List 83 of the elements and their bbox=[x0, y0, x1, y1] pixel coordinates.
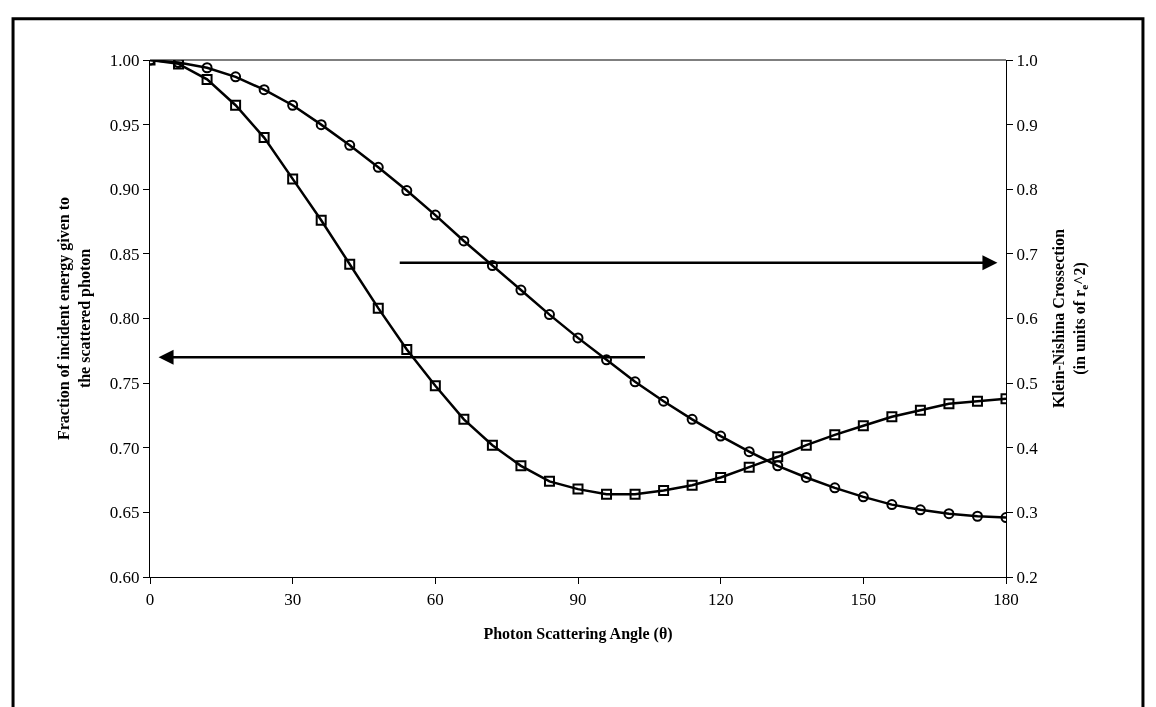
y2-tick-label: 0.3 bbox=[1016, 503, 1038, 523]
point bbox=[857, 420, 869, 432]
x-tick-label: 150 bbox=[850, 589, 877, 609]
point bbox=[914, 404, 926, 416]
point bbox=[686, 413, 698, 425]
point bbox=[800, 439, 812, 451]
point bbox=[943, 508, 955, 520]
point bbox=[914, 504, 926, 516]
point bbox=[230, 99, 242, 111]
point bbox=[315, 214, 327, 226]
point bbox=[429, 209, 441, 221]
point bbox=[629, 488, 641, 500]
x-axis-title: Photon Scattering Angle (θ) bbox=[483, 625, 673, 644]
point bbox=[772, 451, 784, 463]
point bbox=[572, 332, 584, 344]
y2-tick-label: 0.7 bbox=[1016, 244, 1039, 264]
y2-tick-label: 0.6 bbox=[1016, 309, 1038, 329]
point bbox=[971, 395, 983, 407]
point bbox=[829, 429, 841, 441]
point bbox=[743, 461, 755, 473]
point bbox=[572, 483, 584, 495]
y2-tick-label: 0.2 bbox=[1016, 567, 1038, 587]
point bbox=[486, 439, 498, 451]
x-tick-label: 180 bbox=[993, 589, 1019, 609]
point bbox=[715, 430, 727, 442]
point bbox=[287, 99, 299, 111]
point bbox=[372, 161, 384, 173]
y-tick-label: 0.80 bbox=[109, 309, 140, 329]
point bbox=[686, 479, 698, 491]
point bbox=[971, 510, 983, 522]
point bbox=[344, 258, 356, 270]
y2-tick-label: 0.5 bbox=[1016, 374, 1038, 394]
point bbox=[515, 460, 527, 472]
point bbox=[258, 84, 270, 96]
point bbox=[201, 73, 213, 85]
point bbox=[943, 398, 955, 410]
point bbox=[401, 185, 413, 197]
point bbox=[658, 395, 670, 407]
point bbox=[230, 71, 242, 83]
y-tick-label: 1.00 bbox=[109, 50, 140, 70]
y-tick-label: 0.95 bbox=[109, 115, 140, 135]
point bbox=[886, 499, 898, 511]
point bbox=[743, 446, 755, 458]
y-tick-label: 0.60 bbox=[109, 567, 140, 587]
point bbox=[800, 471, 812, 483]
point bbox=[315, 119, 327, 131]
point bbox=[458, 235, 470, 247]
point bbox=[601, 354, 613, 366]
x-tick-label: 0 bbox=[145, 589, 155, 609]
y-tick-label: 0.65 bbox=[109, 503, 140, 523]
y2-tick-label: 0.9 bbox=[1016, 115, 1038, 135]
point bbox=[658, 484, 670, 496]
y-tick-label: 0.85 bbox=[109, 244, 140, 264]
point bbox=[629, 376, 641, 388]
point bbox=[486, 260, 498, 272]
point bbox=[601, 488, 613, 500]
point bbox=[401, 344, 413, 356]
point bbox=[258, 132, 270, 144]
x-tick-label: 90 bbox=[569, 589, 587, 609]
x-tick-label: 30 bbox=[284, 589, 302, 609]
point bbox=[829, 482, 841, 494]
x-tick-label: 60 bbox=[426, 589, 444, 609]
point bbox=[543, 475, 555, 487]
y-tick-label: 0.70 bbox=[109, 438, 140, 458]
point bbox=[886, 411, 898, 423]
point bbox=[429, 380, 441, 392]
point bbox=[458, 413, 470, 425]
point bbox=[287, 173, 299, 185]
y-axis-title: Fraction of incident energy given to the scattered photon bbox=[54, 196, 94, 441]
x-tick-label: 120 bbox=[707, 589, 734, 609]
y2-tick-label: 0.8 bbox=[1016, 180, 1038, 200]
point bbox=[201, 62, 213, 74]
y2-tick-label: 1.0 bbox=[1016, 50, 1038, 70]
point bbox=[772, 460, 784, 472]
point bbox=[715, 471, 727, 483]
y2-tick-label: 0.4 bbox=[1016, 438, 1039, 458]
point bbox=[344, 139, 356, 151]
point bbox=[515, 284, 527, 296]
y-tick-label: 0.90 bbox=[109, 180, 140, 200]
y-tick-label: 0.75 bbox=[109, 374, 140, 394]
point bbox=[372, 302, 384, 314]
point bbox=[543, 309, 555, 321]
point bbox=[857, 491, 869, 503]
